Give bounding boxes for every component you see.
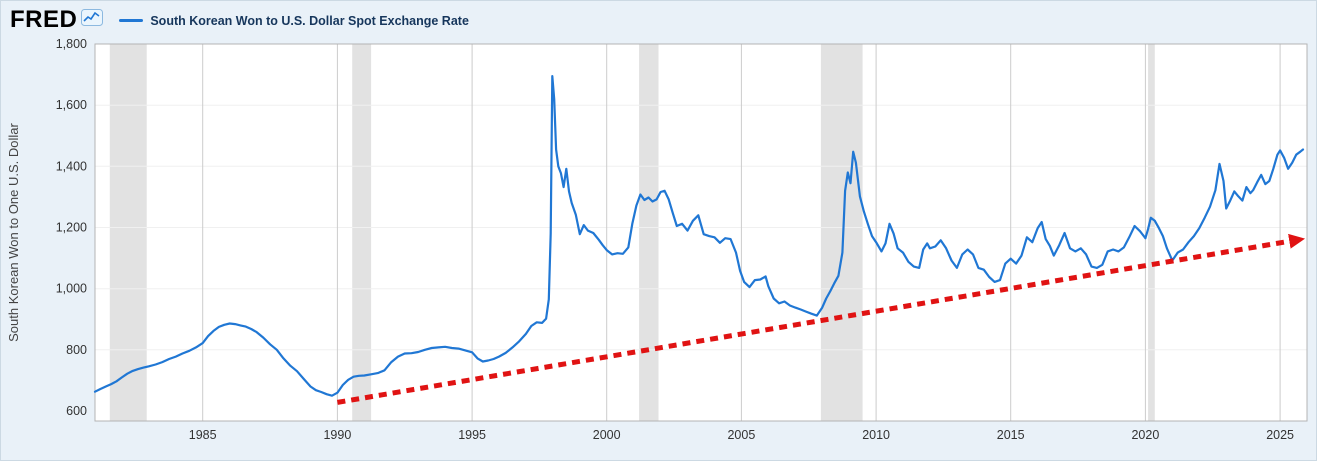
x-tick-label: 1990 [323,428,351,442]
y-tick-label: 1,800 [56,37,87,51]
y-tick-label: 1,400 [56,159,87,173]
fred-logo[interactable]: FRED [10,5,104,34]
plot-border [94,43,1308,422]
x-tick-label: 1995 [458,428,486,442]
x-tick-label: 2005 [727,428,755,442]
y-tick-label: 1,200 [56,221,87,235]
recession-band [639,44,659,421]
x-tick-label: 2010 [862,428,890,442]
x-tick-label: 2000 [593,428,621,442]
y-tick-label: 1,000 [56,282,87,296]
fred-logo-text: FRED [10,5,78,33]
recession-band [820,44,863,421]
legend-line-swatch [119,19,144,22]
x-tick-label: 2020 [1131,428,1159,442]
x-tick-label: 2015 [997,428,1025,442]
fred-logo-chart-icon [81,8,104,31]
y-axis-title: South Korean Won to One U.S. Dollar [6,122,21,341]
recession-band [1148,44,1155,421]
chart-header: FRED South Korean Won to U.S. Dollar Spo… [1,1,1316,38]
recession-band [352,44,372,421]
y-tick-label: 600 [66,404,87,418]
y-tick-label: 1,600 [56,98,87,112]
legend-series-label: South Korean Won to U.S. Dollar Spot Exc… [150,13,469,28]
x-tick-label: 1985 [189,428,217,442]
series-legend: South Korean Won to U.S. Dollar Spot Exc… [119,14,469,28]
recession-band [109,44,147,421]
series-line[interactable] [93,75,1305,397]
x-tick-label: 2025 [1266,428,1294,442]
plot-area[interactable] [95,44,1307,421]
trend-arrow [336,233,1306,405]
y-tick-label: 800 [66,343,87,357]
